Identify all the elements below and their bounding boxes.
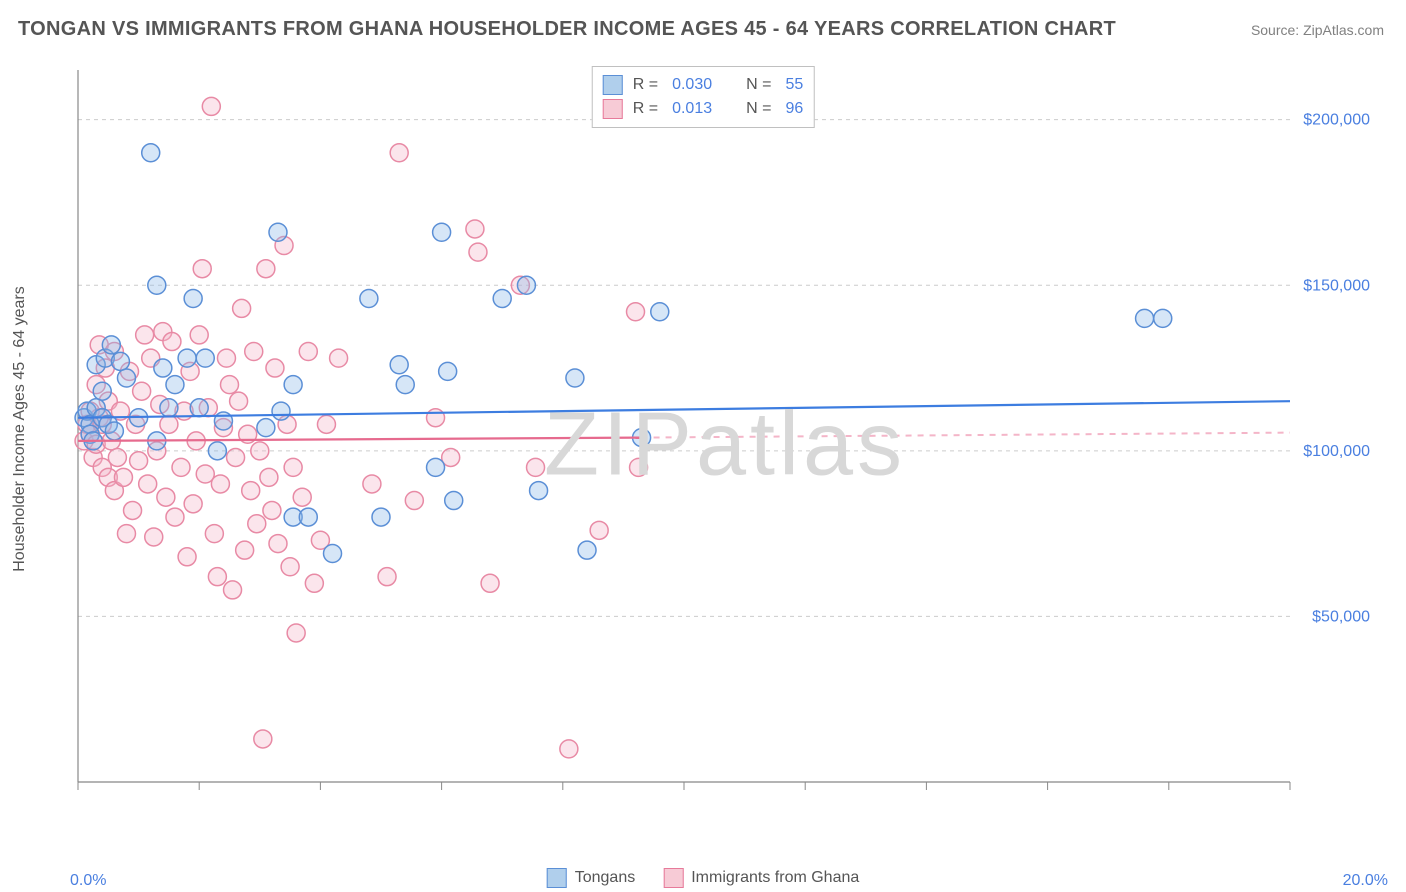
legend-swatch-pink [663,868,683,888]
svg-text:$50,000: $50,000 [1312,608,1370,625]
n-label: N = [746,76,771,94]
legend-series-item: Immigrants from Ghana [663,868,859,888]
chart-plot-area: ZIPatlas $50,000$100,000$150,000$200,000 [70,60,1380,830]
legend-series-item: Tongans [547,868,636,888]
r-label: R = [633,100,658,118]
svg-text:$100,000: $100,000 [1303,443,1370,460]
legend-swatch-pink [603,99,623,119]
legend-series-label: Tongans [575,869,636,887]
r-value: 0.013 [672,100,712,118]
legend-swatch-blue [547,868,567,888]
chart-title: TONGAN VS IMMIGRANTS FROM GHANA HOUSEHOL… [18,18,1116,41]
source-label: Source: ZipAtlas.com [1251,22,1384,38]
r-label: R = [633,76,658,94]
scatter-svg: $50,000 $100,000 $150,000 $200,000 [70,60,1380,830]
n-value: 96 [785,100,803,118]
r-value: 0.030 [672,76,712,94]
y-axis-label: Householder Income Ages 45 - 64 years [11,286,29,572]
svg-text:$150,000: $150,000 [1303,277,1370,294]
legend-swatch-blue [603,75,623,95]
n-value: 55 [785,76,803,94]
legend-stats-row: R = 0.030 N = 55 [603,73,804,97]
legend-stats-row: R = 0.013 N = 96 [603,97,804,121]
legend-series-label: Immigrants from Ghana [691,869,859,887]
legend-series: Tongans Immigrants from Ghana [547,868,860,888]
legend-stats: R = 0.030 N = 55 R = 0.013 N = 96 [592,66,815,128]
x-axis-max-label: 20.0% [1343,872,1388,890]
svg-text:$200,000: $200,000 [1303,112,1370,129]
n-label: N = [746,100,771,118]
x-axis-min-label: 0.0% [70,872,106,890]
